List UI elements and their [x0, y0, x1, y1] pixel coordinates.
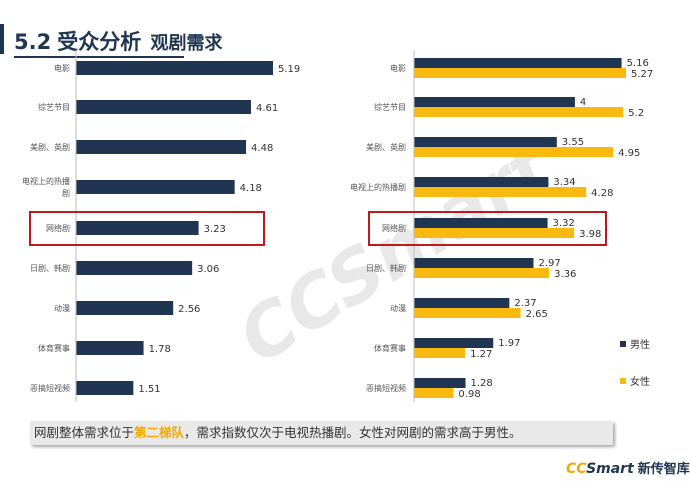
- right-female-value-label: 3.98: [579, 229, 601, 240]
- left-bar-0: [76, 61, 273, 75]
- right-male-value-label: 1.97: [498, 338, 520, 349]
- right-male-value-label: 2.97: [538, 258, 560, 269]
- legend-swatch-male: [620, 341, 626, 347]
- right-highlight-box: [368, 211, 607, 246]
- right-female-value-label: 4.95: [618, 148, 640, 159]
- left-category-label: 恶搞短视频: [30, 383, 70, 393]
- right-male-value-label: 1.28: [470, 378, 492, 389]
- section-number: 5.2: [14, 30, 52, 54]
- left-value-label: 4.18: [240, 183, 262, 194]
- left-value-label: 1.78: [149, 344, 171, 355]
- right-male-value-label: 2.37: [514, 298, 536, 309]
- right-male-value-label: 3.55: [562, 137, 584, 148]
- right-male-value-label: 3.34: [553, 177, 575, 188]
- left-category-label: 体育赛事: [38, 343, 70, 353]
- left-value-label: 5.19: [278, 64, 300, 75]
- right-category-label: 日剧、韩剧: [366, 263, 406, 273]
- right-bar-male-4: [414, 218, 548, 228]
- right-bar-male-8: [414, 378, 466, 388]
- left-bar-5: [76, 261, 193, 275]
- left-value-label: 1.51: [138, 384, 160, 395]
- left-value-label: 4.48: [251, 143, 273, 154]
- right-bar-male-6: [414, 298, 510, 308]
- right-male-value-label: 5.16: [627, 58, 649, 69]
- right-category-label: 动漫: [390, 303, 406, 313]
- summary-note: 网剧整体需求位于第二梯队，需求指数仅次于电视热播剧。女性对网剧的需求高于男性。: [30, 421, 613, 445]
- right-bar-female-0: [414, 68, 626, 78]
- logo-smart: Smart: [586, 461, 634, 477]
- right-bar-female-5: [414, 268, 550, 278]
- right-bar-female-6: [414, 308, 521, 318]
- left-highlight-box: [29, 211, 265, 246]
- left-category-label: 美剧、英剧: [30, 142, 70, 152]
- right-bar-female-8: [414, 388, 454, 398]
- left-category-label: 动漫: [54, 303, 70, 313]
- right-category-label: 电视上的热播剧: [350, 182, 406, 192]
- right-female-value-label: 5.27: [631, 69, 653, 80]
- left-category-label: 电影: [54, 63, 70, 73]
- right-female-value-label: 2.65: [526, 309, 548, 320]
- right-category-label: 美剧、英剧: [366, 142, 406, 152]
- right-bar-female-7: [414, 348, 466, 358]
- left-category-label: 日剧、韩剧: [30, 263, 70, 273]
- note-suffix: ，需求指数仅次于电视热播剧。女性对网剧的需求高于男性。: [184, 425, 522, 440]
- left-bar-6: [76, 301, 174, 315]
- right-male-value-label: 3.32: [553, 218, 575, 229]
- left-bar-4: [76, 221, 199, 235]
- note-highlight: 第二梯队: [134, 425, 185, 440]
- right-female-value-label: 1.27: [470, 349, 492, 360]
- right-female-value-label: 3.36: [554, 269, 576, 280]
- page-title: 5.2 受众分析 观剧需求: [14, 26, 223, 56]
- logo-cn: 新传智库: [637, 462, 690, 477]
- right-bar-male-7: [414, 338, 494, 348]
- right-bar-male-5: [414, 258, 534, 268]
- right-male-value-label: 4: [580, 97, 586, 108]
- left-bar-1: [76, 100, 251, 114]
- right-bar-male-3: [414, 177, 549, 187]
- right-bar-male-1: [414, 97, 575, 107]
- left-category-label: 电视上的热播: [22, 176, 70, 186]
- left-value-label: 4.61: [256, 103, 278, 114]
- right-category-label: 恶搞短视频: [366, 383, 406, 393]
- legend-label-male: 男性: [630, 338, 650, 351]
- legend-label-female: 女性: [630, 375, 650, 388]
- right-category-label: 综艺节目: [374, 102, 406, 112]
- right-category-label: 电影: [390, 63, 406, 73]
- section-title: 受众分析: [57, 30, 142, 54]
- logo-cc: CC: [566, 461, 587, 477]
- right-bar-male-0: [414, 58, 622, 68]
- right-category-label: 网络剧: [382, 223, 406, 233]
- brand-logo: CCSmart 新传智库: [566, 458, 690, 477]
- left-value-label: 2.56: [178, 304, 200, 315]
- left-value-label: 3.23: [204, 224, 226, 235]
- right-bar-female-1: [414, 107, 624, 117]
- left-category-label: 网络剧: [46, 223, 70, 233]
- right-female-value-label: 0.98: [458, 389, 480, 400]
- left-bar-2: [76, 140, 247, 154]
- right-bar-female-2: [414, 147, 614, 157]
- right-female-value-label: 5.2: [628, 108, 644, 119]
- right-female-value-label: 4.28: [591, 188, 613, 199]
- title-underline: [14, 56, 184, 58]
- left-category-label: 综艺节目: [38, 102, 70, 112]
- left-value-label: 3.06: [197, 264, 219, 275]
- left-bar-8: [76, 381, 134, 395]
- left-bar-7: [76, 341, 144, 355]
- section-subtitle: 观剧需求: [150, 33, 223, 54]
- left-category-label: 剧: [62, 189, 70, 198]
- left-bar-3: [76, 180, 235, 194]
- right-bar-female-4: [414, 228, 575, 238]
- right-bar-male-2: [414, 137, 557, 147]
- legend-swatch-female: [620, 378, 626, 384]
- right-bar-female-3: [414, 187, 587, 197]
- right-category-label: 体育赛事: [374, 343, 406, 353]
- header-accent: [0, 24, 4, 54]
- note-prefix: 网剧整体需求位于: [34, 425, 135, 440]
